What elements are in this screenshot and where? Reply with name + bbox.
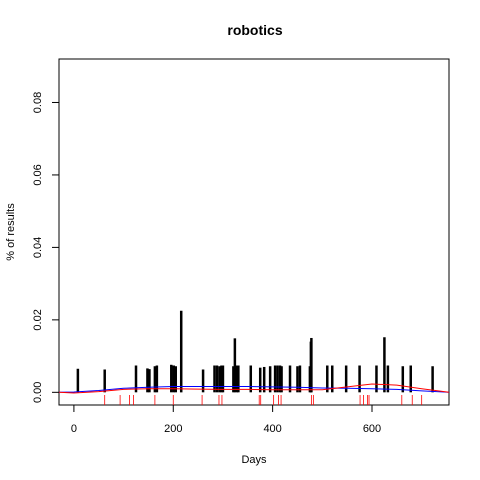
x-tick-label: 600 [363,423,381,435]
plot-frame [58,58,450,406]
x-tick-label: 200 [164,423,182,435]
chart-title: robotics [227,22,282,38]
y-tick-label: 0.02 [32,309,44,330]
y-tick-label: 0.06 [32,164,44,185]
x-tick-label: 400 [263,423,281,435]
blue-trend-line [58,386,450,393]
y-axis-label: % of results [5,203,17,261]
y-tick-label: 0.04 [32,237,44,258]
plot-marks [58,310,450,405]
x-axis: 0 200 400 600 [71,405,381,435]
y-axis: 0.00 0.02 0.04 0.06 0.08 [32,92,59,403]
y-tick-label: 0.08 [32,92,44,113]
y-tick-label: 0.00 [32,382,44,403]
red-trend-line [58,383,450,394]
x-tick-label: 0 [71,423,77,435]
x-axis-label: Days [241,454,267,466]
